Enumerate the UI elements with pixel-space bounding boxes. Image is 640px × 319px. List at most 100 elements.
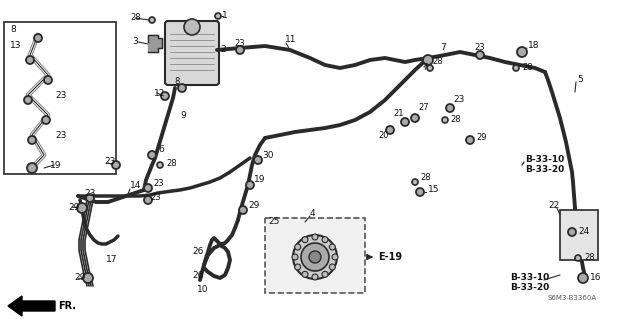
Ellipse shape <box>412 179 418 185</box>
Ellipse shape <box>236 46 244 54</box>
Text: 3: 3 <box>132 38 138 47</box>
Text: 21: 21 <box>393 108 403 117</box>
Text: 13: 13 <box>10 41 22 50</box>
Ellipse shape <box>427 65 433 71</box>
Ellipse shape <box>86 194 94 202</box>
Text: 15: 15 <box>428 186 440 195</box>
Bar <box>560 210 598 260</box>
Ellipse shape <box>330 264 335 270</box>
Ellipse shape <box>26 56 34 64</box>
Text: 28: 28 <box>450 115 461 124</box>
Ellipse shape <box>77 203 87 213</box>
Polygon shape <box>8 296 55 316</box>
Text: 14: 14 <box>130 182 141 190</box>
Bar <box>4 22 116 174</box>
Ellipse shape <box>578 273 588 283</box>
Ellipse shape <box>293 235 337 279</box>
Ellipse shape <box>302 271 308 277</box>
Text: 26: 26 <box>192 248 204 256</box>
Text: 22: 22 <box>548 202 559 211</box>
Ellipse shape <box>322 271 328 277</box>
Ellipse shape <box>112 161 120 169</box>
Text: 27: 27 <box>418 103 429 113</box>
Ellipse shape <box>144 196 152 204</box>
Ellipse shape <box>513 65 519 71</box>
Text: 2: 2 <box>220 46 226 55</box>
Ellipse shape <box>184 19 200 35</box>
Text: 9: 9 <box>180 110 186 120</box>
Text: 29: 29 <box>74 273 85 283</box>
Ellipse shape <box>44 76 52 84</box>
Polygon shape <box>148 35 162 52</box>
Ellipse shape <box>301 243 329 271</box>
Ellipse shape <box>24 96 32 104</box>
Ellipse shape <box>322 237 328 243</box>
Ellipse shape <box>34 34 42 42</box>
Text: 29: 29 <box>476 133 486 143</box>
Ellipse shape <box>312 234 318 240</box>
Text: 19: 19 <box>50 160 61 169</box>
Text: 8: 8 <box>174 78 179 86</box>
Bar <box>265 218 365 293</box>
Text: 23: 23 <box>55 91 67 100</box>
Ellipse shape <box>149 17 155 23</box>
Ellipse shape <box>28 136 36 144</box>
Text: B-33-10: B-33-10 <box>510 273 549 283</box>
Text: 12: 12 <box>154 88 165 98</box>
Text: 28: 28 <box>584 254 595 263</box>
Text: B-33-20: B-33-20 <box>510 284 549 293</box>
Text: 24: 24 <box>578 227 589 236</box>
Ellipse shape <box>416 188 424 196</box>
Ellipse shape <box>246 181 254 189</box>
Text: 28: 28 <box>420 174 431 182</box>
Text: B-33-10: B-33-10 <box>525 155 564 165</box>
Ellipse shape <box>27 163 37 173</box>
Ellipse shape <box>476 51 484 59</box>
Text: 5: 5 <box>577 76 583 85</box>
Text: 16: 16 <box>590 273 602 283</box>
Ellipse shape <box>330 244 335 250</box>
Ellipse shape <box>157 162 163 168</box>
Ellipse shape <box>302 237 308 243</box>
Ellipse shape <box>466 136 474 144</box>
Text: 7: 7 <box>440 42 445 51</box>
Ellipse shape <box>215 13 221 19</box>
Ellipse shape <box>568 228 576 236</box>
Ellipse shape <box>411 114 419 122</box>
Text: 23: 23 <box>474 43 484 53</box>
Text: 29: 29 <box>248 201 259 210</box>
Text: 8: 8 <box>10 26 16 34</box>
Ellipse shape <box>575 255 581 261</box>
Ellipse shape <box>83 273 93 283</box>
Ellipse shape <box>312 274 318 280</box>
Ellipse shape <box>294 264 301 270</box>
Text: 23: 23 <box>104 158 115 167</box>
Ellipse shape <box>332 254 338 260</box>
Text: 17: 17 <box>106 256 118 264</box>
Text: FR.: FR. <box>58 301 76 311</box>
Text: 23: 23 <box>84 189 95 197</box>
Text: B-33-20: B-33-20 <box>525 166 564 174</box>
Text: 28: 28 <box>522 63 532 72</box>
Text: 19: 19 <box>254 175 266 184</box>
Ellipse shape <box>148 151 156 159</box>
Text: 23: 23 <box>55 130 67 139</box>
Ellipse shape <box>294 244 301 250</box>
Text: 26: 26 <box>192 271 204 279</box>
Text: 28: 28 <box>166 159 177 167</box>
Ellipse shape <box>254 156 262 164</box>
Text: E-19: E-19 <box>378 252 402 262</box>
Ellipse shape <box>423 55 433 65</box>
Text: 6: 6 <box>158 145 164 154</box>
Text: 28: 28 <box>130 13 141 23</box>
Text: 23: 23 <box>453 95 465 105</box>
Text: 4: 4 <box>310 209 316 218</box>
Ellipse shape <box>386 126 394 134</box>
Text: 23: 23 <box>234 39 244 48</box>
Text: 25: 25 <box>268 218 280 226</box>
Text: 1: 1 <box>222 11 228 20</box>
FancyBboxPatch shape <box>165 21 219 85</box>
Text: 30: 30 <box>262 151 273 160</box>
Text: 7: 7 <box>422 63 428 72</box>
Text: 10: 10 <box>197 286 209 294</box>
